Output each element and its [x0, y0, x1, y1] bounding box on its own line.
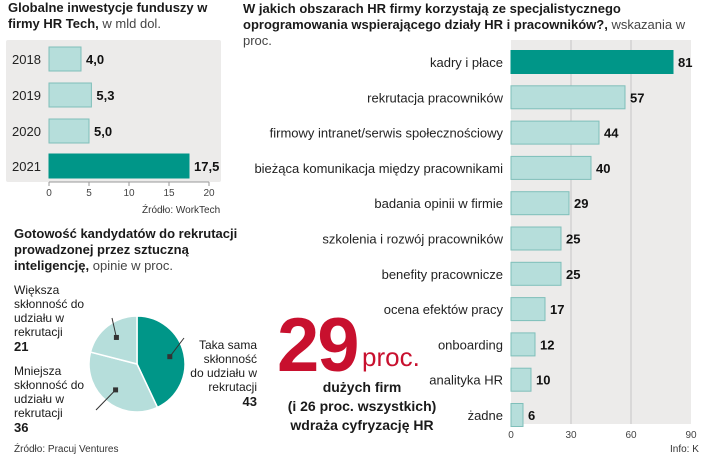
pie-leader-taka-sama-marker	[167, 354, 173, 360]
investment-value-label: 5,0	[94, 124, 112, 139]
highlight-stat: 29 proc. dużych firm (i 26 proc. wszystk…	[272, 308, 462, 453]
investment-year-label: 2020	[12, 124, 41, 139]
highlight-caption-line-3: wdraża cyfryzację HR	[290, 417, 434, 433]
pie-label-mniejsza: Mniejsza skłonność do udziału w rekrutac…	[14, 364, 94, 436]
highlight-number: 29	[277, 303, 360, 388]
investment-year-label: 2018	[12, 52, 41, 67]
areas-title-text: W jakich obszarach HR firmy korzystają z…	[243, 1, 621, 32]
areas-category-label: ocena efektów pracy	[384, 302, 504, 317]
areas-value-label: 6	[528, 408, 535, 423]
pie-source: Źródło: Pracuj Ventures	[14, 444, 119, 455]
areas-value-label: 81	[678, 55, 692, 70]
areas-value-label: 25	[566, 267, 580, 282]
investment-value-label: 4,0	[86, 52, 104, 67]
pie-value-wieksza: 21	[14, 339, 29, 354]
areas-value-label: 40	[596, 161, 610, 176]
areas-chart-title: W jakich obszarach HR firmy korzystają z…	[243, 1, 713, 49]
areas-source: Info: K	[670, 444, 699, 455]
areas-value-label: 25	[566, 232, 580, 247]
areas-bar	[510, 332, 536, 357]
investment-x-tick-label: 15	[163, 188, 175, 199]
pie-value-taka-sama: 43	[242, 394, 257, 409]
areas-bar	[510, 297, 546, 322]
areas-value-label: 12	[540, 337, 554, 352]
pie-leader-taka-sama	[169, 337, 185, 357]
investment-x-tick-label: 5	[86, 188, 92, 199]
areas-category-label: rekrutacja pracowników	[367, 90, 503, 105]
areas-bar	[510, 50, 674, 74]
pie-slice	[89, 315, 138, 365]
investment-x-tick-label: 20	[203, 188, 215, 199]
areas-bar	[510, 155, 592, 180]
areas-bar	[510, 261, 562, 286]
investment-bar	[48, 118, 90, 144]
areas-category-label: bieżąca komunikacja między pracownikami	[254, 161, 503, 176]
areas-bar	[510, 367, 532, 392]
areas-unit: wskazania w proc.	[243, 17, 686, 48]
areas-category-label: analityka HR	[429, 373, 503, 388]
highlight-caption-line-1: dużych firm	[322, 379, 402, 395]
pie-slice	[88, 351, 159, 413]
investment-bar	[48, 153, 190, 179]
investment-panel	[6, 40, 221, 182]
investment-title-text: Globalne inwestycje funduszy w firmy HR …	[8, 0, 208, 31]
pie-chart-title: Gotowość kandydatów do rekrutacji prowad…	[14, 226, 239, 274]
pie-label-wieksza: Większa skłonność do udziału w rekrutacj…	[14, 283, 94, 355]
areas-category-label: szkolenia i rozwój pracowników	[322, 232, 503, 247]
areas-bar	[510, 226, 562, 251]
investment-bar	[48, 46, 82, 72]
areas-category-label: żadne	[468, 408, 503, 423]
areas-category-label: onboarding	[438, 337, 503, 352]
investment-source: Źródło: WorkTech	[142, 205, 221, 216]
pie-label-taka-sama: Taka sama skłonność do udziału w rekruta…	[187, 338, 257, 410]
pie-title-text: Gotowość kandydatów do rekrutacji prowad…	[14, 226, 238, 273]
areas-x-tick-label: 90	[685, 430, 697, 441]
investment-x-tick-label: 0	[46, 188, 52, 199]
areas-bar-chart: 0 30 60 90 kadry i płace 81 rekrutacja pracown…	[254, 40, 697, 441]
investment-bar-chart: 2018 4,0 2019 5,3 2020 5,0 2021 17,5 0 5 10 15 20	[6, 40, 221, 199]
pie-label-wieksza-text: Większa skłonność do udziału w rekrutacj…	[14, 283, 85, 339]
pie-label-mniejsza-text: Mniejsza skłonność do udziału w rekrutac…	[14, 364, 85, 420]
investment-value-label: 5,3	[96, 88, 114, 103]
investment-unit: w mld dol.	[102, 16, 161, 31]
investment-bar	[48, 82, 92, 108]
areas-value-label: 29	[574, 196, 588, 211]
highlight-unit: proc.	[362, 342, 420, 372]
pie-leader-mniejsza	[95, 389, 116, 411]
areas-category-label: badania opinii w firmie	[374, 196, 503, 211]
investment-chart-title: Globalne inwestycje funduszy w firmy HR …	[8, 0, 228, 32]
areas-x-tick-label: 60	[625, 430, 637, 441]
areas-value-label: 57	[630, 90, 644, 105]
areas-x-tick-label: 30	[565, 430, 577, 441]
areas-category-label: benefity pracownicze	[382, 267, 503, 282]
pie-leader-wieksza	[111, 317, 117, 338]
investment-year-label: 2021	[12, 159, 41, 174]
pie-unit: opinie w proc.	[92, 258, 173, 273]
areas-category-label: kadry i płace	[430, 55, 503, 70]
pie-leader-mniejsza-marker	[113, 387, 119, 393]
investment-value-label: 17,5	[194, 159, 219, 174]
pie-value-mniejsza: 36	[14, 420, 29, 435]
highlight-caption: dużych firm (i 26 proc. wszystkich) wdra…	[272, 378, 452, 435]
pie-label-taka-sama-text: Taka sama skłonność do udziału w rekruta…	[190, 338, 257, 394]
pie-leader-wieksza-marker	[113, 334, 119, 340]
pie-chart	[88, 315, 186, 413]
areas-value-label: 10	[536, 373, 550, 388]
investment-year-label: 2019	[12, 88, 41, 103]
areas-category-label: firmowy intranet/serwis społecznościowy	[270, 126, 504, 141]
highlight-caption-line-2: (i 26 proc. wszystkich)	[287, 398, 437, 414]
areas-bar	[510, 191, 570, 216]
areas-value-label: 17	[550, 302, 564, 317]
areas-value-label: 44	[604, 126, 619, 141]
investment-x-tick-label: 10	[123, 188, 135, 199]
areas-bar	[510, 403, 524, 427]
areas-bar	[510, 120, 600, 145]
areas-x-tick-label: 0	[508, 430, 514, 441]
areas-bar	[510, 85, 626, 110]
pie-slice	[136, 315, 186, 409]
